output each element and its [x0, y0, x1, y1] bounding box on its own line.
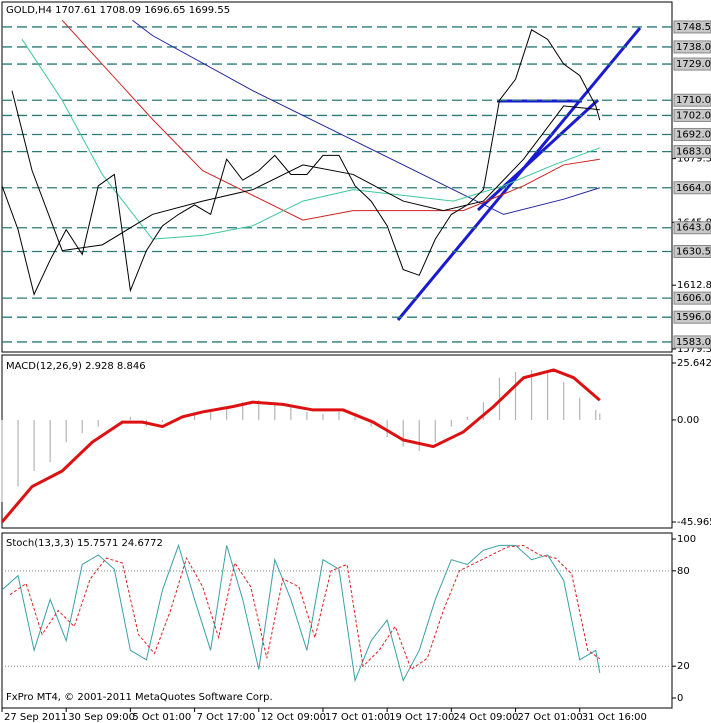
series-line [9, 544, 601, 671]
histogram-bar [210, 409, 212, 420]
level-label-box [673, 40, 711, 54]
level-label-box [673, 108, 711, 122]
histogram-bar [322, 413, 324, 420]
series-line [61, 19, 600, 221]
y-tick-label: 25.642 [677, 358, 711, 369]
histogram-bar [129, 416, 131, 420]
y-tick-label: 1612.80 [677, 280, 711, 291]
level-label-box [673, 181, 711, 195]
series-line [1, 543, 601, 683]
series-line [0, 368, 601, 524]
histogram-bar [482, 402, 485, 420]
histogram-bar [81, 419, 83, 434]
histogram-bar [450, 419, 452, 427]
level-label-box [673, 57, 711, 71]
level-label-box [673, 20, 711, 34]
level-label: 1583.00 [676, 337, 711, 348]
level-label: 1710.00 [676, 95, 711, 106]
histogram-bar [290, 406, 292, 420]
level-label-box [673, 310, 711, 324]
histogram-bar [579, 397, 581, 420]
histogram-bar [258, 399, 260, 420]
x-tick-label: 30 Sep 09:00 [68, 712, 135, 723]
series-line [132, 19, 600, 215]
level-label: 1664.00 [676, 183, 711, 194]
level-label-box [673, 93, 711, 107]
histogram-bar [65, 419, 67, 443]
y-tick-label: 1579.30 [677, 344, 711, 355]
y-tick-label: 1679.30 [677, 154, 711, 165]
x-tick-label: 5 Oct 01:00 [132, 712, 191, 723]
level-label-box [673, 127, 711, 141]
level-label: 1748.50 [676, 22, 711, 33]
histogram-bar [466, 416, 468, 420]
histogram-bar [418, 419, 420, 452]
level-label-box [673, 145, 711, 159]
histogram-bar [274, 402, 276, 420]
histogram-bar [386, 419, 388, 438]
histogram-bar [226, 406, 228, 420]
level-label: 1606.00 [676, 293, 711, 304]
level-label-box [673, 221, 711, 235]
y-tick-label: -45.965 [677, 517, 711, 528]
series-line [21, 39, 600, 240]
x-tick-label: 19 Oct 17:00 [389, 712, 454, 723]
level-label: 1702.00 [676, 110, 711, 121]
histogram-bar [595, 409, 597, 420]
level-label-box [673, 335, 711, 349]
x-tick-label: 27 Oct 01:00 [518, 712, 583, 723]
histogram-bar [242, 402, 244, 420]
histogram-bar [1, 419, 3, 503]
histogram-bar [49, 419, 51, 463]
histogram-bar [17, 419, 19, 487]
histogram-bar [33, 419, 35, 471]
level-label: 1729.00 [676, 59, 711, 70]
y-tick-label: 0 [677, 693, 683, 704]
histogram-bar [338, 411, 340, 420]
level-label: 1692.00 [676, 129, 711, 140]
pane-title: Stoch(13,3,3) 15.7571 24.6772 [6, 538, 163, 549]
y-tick-label: 0.00 [677, 415, 699, 426]
x-tick-label: 27 Sep 2011 [4, 712, 67, 723]
pane-title: GOLD,H4 1707.61 1708.09 1696.65 1699.55 [6, 5, 230, 16]
series-line [1, 29, 601, 296]
level-label: 1596.00 [676, 312, 711, 323]
histogram-bar [434, 419, 436, 443]
y-tick-label: 100 [677, 534, 696, 545]
histogram-bar [161, 419, 164, 423]
histogram-bar [97, 419, 99, 427]
stoch-pane [1, 532, 673, 709]
pane-title: MACD(12,26,9) 2.928 8.846 [6, 361, 146, 372]
y-tick-label: 20 [677, 661, 690, 672]
series-line [11, 90, 600, 252]
histogram-bar [402, 419, 404, 447]
level-label: 1643.00 [676, 223, 711, 234]
x-tick-label: 31 Oct 16:00 [582, 712, 647, 723]
y-tick-label: 80 [677, 566, 690, 577]
histogram-bar [547, 371, 549, 420]
histogram-bar [563, 382, 565, 420]
histogram-bar [530, 369, 533, 420]
footer: FxPro MT4, © 2001-2011 MetaQuotes Softwa… [6, 692, 273, 703]
level-label-box [673, 291, 711, 305]
level-label: 1683.00 [676, 147, 711, 158]
x-tick-label: 12 Oct 09:00 [261, 712, 326, 723]
level-label: 1738.00 [676, 42, 711, 53]
x-tick-label: 17 Oct 01:00 [325, 712, 390, 723]
x-tick-label: 7 Oct 17:00 [197, 712, 256, 723]
trend-line [476, 98, 600, 212]
histogram-bar [370, 419, 372, 427]
x-tick-label: 24 Oct 09:00 [453, 712, 518, 723]
histogram-bar [193, 413, 196, 420]
histogram-bar [514, 371, 517, 420]
histogram-bar [113, 419, 115, 421]
histogram-bar [306, 411, 308, 420]
level-label: 1630.50 [676, 247, 711, 258]
level-label-box [673, 245, 711, 259]
price-pane [1, 1, 673, 353]
histogram-bar [599, 413, 601, 420]
histogram-bar [354, 416, 356, 420]
